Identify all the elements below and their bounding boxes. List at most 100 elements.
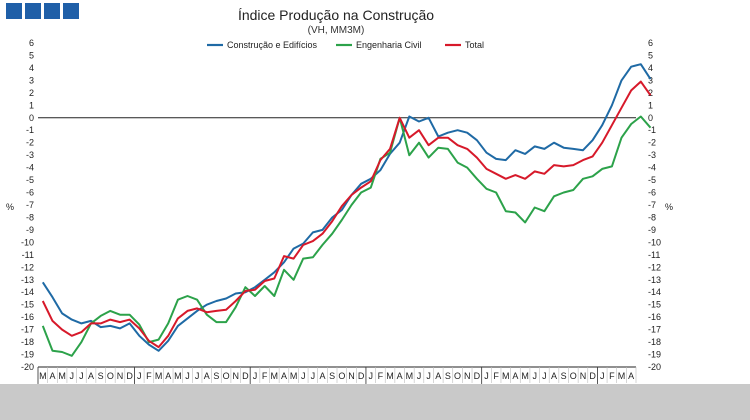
x-tick-label: J — [532, 371, 537, 381]
x-tick-label: A — [512, 371, 518, 381]
y-tick-label-left: -18 — [21, 337, 34, 347]
chart-title: Índice Produção na Construção — [238, 7, 434, 23]
x-tick-label: S — [98, 371, 104, 381]
y-tick-label-left: 0 — [29, 113, 34, 123]
x-tick-label: N — [117, 371, 124, 381]
x-tick-label: F — [262, 371, 268, 381]
logo-square-4 — [63, 3, 79, 19]
y-tick-label-right: -10 — [648, 237, 661, 247]
y-tick-label-left: -17 — [21, 325, 34, 335]
y-tick-label-right: -7 — [648, 200, 656, 210]
x-tick-label: J — [195, 371, 200, 381]
y-tick-label-left: 5 — [29, 50, 34, 60]
x-tick-label: N — [348, 371, 355, 381]
x-tick-label: M — [155, 371, 163, 381]
y-tick-label-left: -16 — [21, 312, 34, 322]
y-tick-label-right: -14 — [648, 287, 661, 297]
grid — [38, 117, 636, 368]
y-tick-label-right: -2 — [648, 138, 656, 148]
x-tick-label: D — [589, 371, 596, 381]
x-tick-label: A — [435, 371, 441, 381]
x-tick-label: J — [79, 371, 84, 381]
x-tick-label: J — [600, 371, 605, 381]
legend: Construção e Edifícios Engenharia Civil To… — [207, 40, 484, 50]
y-tick-label-left: -8 — [26, 212, 34, 222]
x-tick-label: M — [406, 371, 414, 381]
y-tick-label-right: -18 — [648, 337, 661, 347]
legend-label: Total — [465, 40, 484, 50]
y-axis-label-right: % — [665, 202, 673, 212]
x-tick-label: S — [561, 371, 567, 381]
y-tick-label-left: -20 — [21, 362, 34, 372]
x-tick-label: O — [338, 371, 345, 381]
y-tick-label-right: -5 — [648, 175, 656, 185]
x-tick-label: M — [39, 371, 47, 381]
x-tick-label: F — [378, 371, 384, 381]
x-tick-label: J — [311, 371, 316, 381]
y-tick-label-right: -15 — [648, 300, 661, 310]
x-tick-label: J — [426, 371, 431, 381]
y-tick-label-left: 2 — [29, 88, 34, 98]
y-tick-label-left: -1 — [26, 125, 34, 135]
x-tick-label: J — [417, 371, 422, 381]
y-tick-label-left: -4 — [26, 163, 34, 173]
y-tick-label-right: -12 — [648, 262, 661, 272]
x-tick-label: M — [521, 371, 529, 381]
y-tick-label-right: 4 — [648, 63, 653, 73]
y-tick-label-right: -16 — [648, 312, 661, 322]
x-tick-label: J — [484, 371, 489, 381]
y-tick-label-left: -3 — [26, 150, 34, 160]
x-tick-label: A — [320, 371, 326, 381]
x-tick-label: N — [232, 371, 239, 381]
y-tick-label-right: -17 — [648, 325, 661, 335]
x-tick-label: J — [301, 371, 306, 381]
x-tick-label: O — [107, 371, 114, 381]
y-tick-label-right: -3 — [648, 150, 656, 160]
x-tick-label: M — [386, 371, 394, 381]
y-tick-label-left: -13 — [21, 275, 34, 285]
y-tick-label-right: -19 — [648, 350, 661, 360]
series-line — [41, 63, 652, 352]
legend-label: Construção e Edifícios — [227, 40, 318, 50]
y-tick-label-left: -7 — [26, 200, 34, 210]
x-tick-label: M — [290, 371, 298, 381]
x-tick-label: A — [628, 371, 634, 381]
y-tick-label-right: -20 — [648, 362, 661, 372]
x-tick-label: O — [223, 371, 230, 381]
y-tick-label-right: -8 — [648, 212, 656, 222]
y-tick-label-left: 1 — [29, 100, 34, 110]
y-tick-label-right: -4 — [648, 163, 656, 173]
y-tick-label-left: 6 — [29, 38, 34, 48]
x-tick-label: A — [281, 371, 287, 381]
y-tick-label-left: -12 — [21, 262, 34, 272]
x-tick-label: A — [397, 371, 403, 381]
y-tick-label-right: -6 — [648, 188, 656, 198]
x-tick-label: M — [502, 371, 510, 381]
y-tick-label-left: 3 — [29, 75, 34, 85]
x-tick-label: M — [58, 371, 66, 381]
y-tick-label-left: -2 — [26, 138, 34, 148]
y-axis-left: 6 5 4 3 2 1 0 -1 -2 -3 -4 -5 -6 -7 -8 -9 -10 -11 -12 -13 -14… — [21, 38, 34, 372]
series-line — [41, 115, 652, 357]
x-tick-label: A — [204, 371, 210, 381]
logo — [6, 3, 79, 19]
x-tick-label: M — [174, 371, 182, 381]
y-tick-label-left: -5 — [26, 175, 34, 185]
x-tick-label: J — [542, 371, 547, 381]
x-tick-label: D — [126, 371, 133, 381]
chart: Índice Produção na Construção (VH, MM3M)… — [6, 7, 673, 384]
x-tick-label: M — [271, 371, 279, 381]
y-tick-label-left: -15 — [21, 300, 34, 310]
y-tick-label-left: -10 — [21, 237, 34, 247]
y-tick-label-right: 2 — [648, 88, 653, 98]
bottom-bar — [0, 384, 750, 420]
y-axis-right: 6 5 4 3 2 1 0 -1 -2 -3 -4 -5 -6 -7 -8 -9 -10 -11 -12 -13 -14… — [648, 38, 661, 372]
x-tick-label: A — [49, 371, 55, 381]
x-tick-label: J — [70, 371, 75, 381]
y-tick-label-right: -11 — [648, 250, 660, 260]
y-tick-label-left: 4 — [29, 63, 34, 73]
x-tick-label: S — [329, 371, 335, 381]
x-tick-label: S — [213, 371, 219, 381]
legend-label: Engenharia Civil — [356, 40, 422, 50]
y-tick-label-left: -11 — [22, 250, 34, 260]
